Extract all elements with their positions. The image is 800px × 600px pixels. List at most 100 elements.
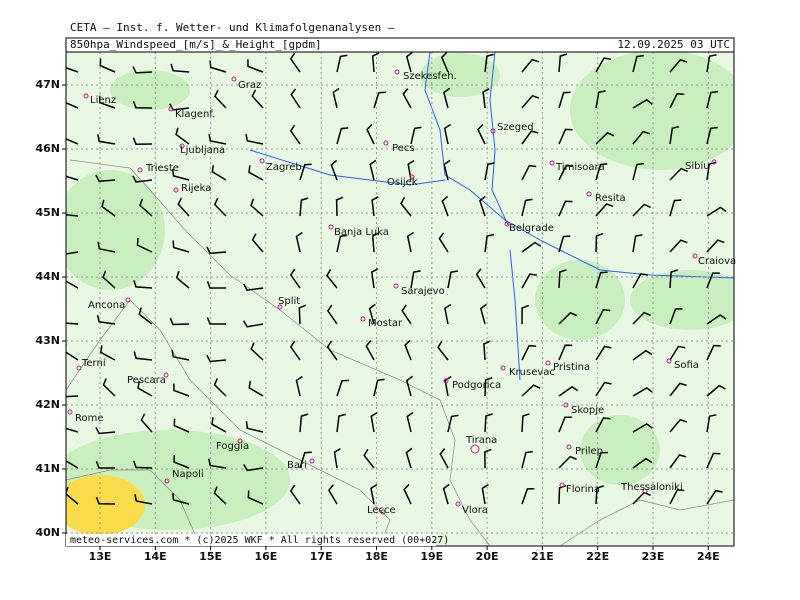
wind-barb <box>251 89 264 109</box>
wind-barb <box>326 269 338 289</box>
wind-barb <box>521 273 537 289</box>
wind-barb <box>211 417 227 433</box>
wind-barb <box>669 489 685 505</box>
city-label: Graz <box>238 80 261 91</box>
wind-barb <box>400 197 412 217</box>
city-dot <box>237 438 243 444</box>
wind-barb <box>479 195 486 217</box>
wind-barb <box>595 451 609 469</box>
wind-barb <box>66 427 79 433</box>
wind-barb <box>595 163 608 181</box>
wind-barb <box>243 283 264 292</box>
wind-barb <box>299 163 312 181</box>
wind-barb <box>96 314 116 325</box>
lat-label: 46N <box>35 142 60 155</box>
wind-barb <box>403 483 412 505</box>
wind-barb <box>669 345 686 361</box>
wind-barb <box>521 384 541 397</box>
wind-barb <box>295 375 303 397</box>
wind-barb <box>214 89 227 109</box>
wind-barb <box>365 340 375 361</box>
wind-barb <box>336 127 349 145</box>
wind-barb <box>521 198 533 217</box>
city-label: Osijek <box>387 177 418 188</box>
wind-barb <box>558 200 573 217</box>
city-dot <box>173 187 179 193</box>
wind-barb <box>410 126 422 145</box>
wind-barb <box>289 268 301 289</box>
city-dot <box>168 106 174 112</box>
wind-barb <box>132 137 153 145</box>
wind-barb <box>706 54 717 73</box>
city-label: Vlora <box>462 505 488 516</box>
wind-barb <box>484 53 494 73</box>
wind-barb <box>137 380 153 397</box>
city-dot <box>642 488 648 494</box>
wind-barb <box>66 213 79 217</box>
wind-barb <box>208 133 227 145</box>
wind-barb <box>66 344 79 361</box>
wind-barb <box>170 63 190 73</box>
wind-barb <box>66 322 79 325</box>
wind-barb <box>172 492 190 505</box>
city-label: Skopje <box>571 405 604 416</box>
wind-barb <box>101 199 116 217</box>
wind-barb <box>132 460 153 469</box>
wind-barb <box>706 239 725 253</box>
wind-barb <box>706 161 717 181</box>
wind-barb <box>405 375 413 397</box>
wind-barb <box>289 124 301 145</box>
city-dot <box>711 159 717 165</box>
wind-barb <box>558 53 568 73</box>
city-label: Zagreb <box>266 162 302 173</box>
wind-barb <box>558 91 571 109</box>
city-dot <box>500 365 506 371</box>
city-label: Szekesfeh. <box>403 71 457 82</box>
wind-barb <box>371 232 380 253</box>
lat-label: 44N <box>35 270 60 283</box>
city-dot <box>125 297 131 303</box>
wind-barb <box>298 304 307 325</box>
city-dot <box>76 365 82 371</box>
wind-barb <box>669 199 682 217</box>
wind-barb <box>632 54 644 73</box>
wind-barb <box>370 411 378 433</box>
city-label: Split <box>278 296 300 307</box>
wind-barb <box>250 198 264 217</box>
wind-barb <box>669 58 688 73</box>
wind-barb <box>327 484 338 505</box>
wind-barb <box>173 455 190 469</box>
wind-barb <box>213 197 227 217</box>
footer: meteo-services.com * (c)2025 WKF * All r… <box>70 535 449 546</box>
wind-barb <box>439 448 449 469</box>
city-dot <box>309 458 315 464</box>
city-dot <box>277 304 283 310</box>
wind-barb <box>483 340 491 361</box>
city-dot <box>490 128 496 134</box>
city-label: Lecce <box>367 505 396 516</box>
wind-barb <box>336 54 348 73</box>
wind-barb <box>99 58 116 73</box>
wind-barb <box>443 159 451 181</box>
city-dot <box>163 372 169 378</box>
wind-barb <box>295 231 303 253</box>
wind-barb <box>326 340 338 361</box>
map-title: 850hpa_Windspeed_[m/s]_&_Height_[gpdm] <box>70 38 322 51</box>
city-label: Timisoara <box>555 162 605 173</box>
wind-barb <box>139 198 153 217</box>
wind-barb <box>669 92 685 109</box>
wind-barb <box>206 354 227 363</box>
wind-barb <box>521 304 529 325</box>
wind-barb <box>484 448 492 469</box>
city-label: Klagenf. <box>175 109 215 120</box>
city-dot <box>566 444 572 450</box>
wind-barb <box>370 483 378 505</box>
city-dot <box>164 478 170 484</box>
map-area <box>66 52 734 546</box>
wind-barb <box>632 98 653 109</box>
wind-barb <box>66 280 79 289</box>
wind-barb <box>173 418 190 433</box>
wind-barb <box>447 270 458 289</box>
wind-barb <box>336 379 349 397</box>
